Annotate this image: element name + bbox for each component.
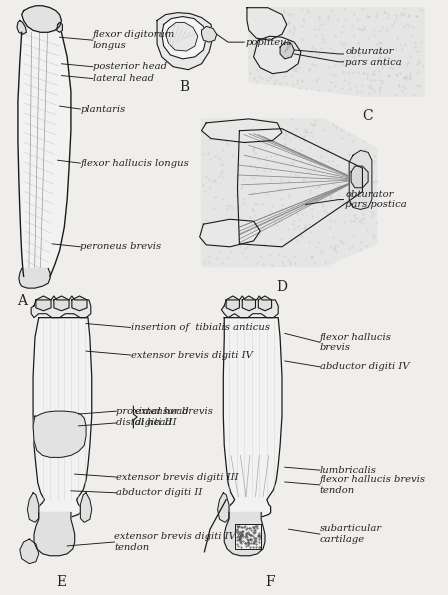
Text: popliteus: popliteus bbox=[246, 37, 293, 46]
Text: D: D bbox=[276, 280, 288, 295]
Polygon shape bbox=[19, 268, 50, 288]
Text: flexor hallucis brevis
tendon: flexor hallucis brevis tendon bbox=[320, 475, 426, 494]
Polygon shape bbox=[223, 318, 282, 519]
Text: proximal head: proximal head bbox=[116, 406, 189, 416]
Polygon shape bbox=[33, 411, 86, 458]
Polygon shape bbox=[247, 8, 287, 40]
Polygon shape bbox=[254, 36, 301, 74]
Polygon shape bbox=[57, 23, 62, 32]
Polygon shape bbox=[72, 296, 87, 311]
Text: plantaris: plantaris bbox=[80, 105, 125, 114]
Polygon shape bbox=[22, 6, 61, 32]
Text: flexor digitorum
longus: flexor digitorum longus bbox=[93, 30, 175, 50]
Polygon shape bbox=[33, 318, 92, 519]
Text: F: F bbox=[265, 575, 275, 590]
Text: C: C bbox=[362, 109, 372, 123]
Text: insertion of  tibialis anticus: insertion of tibialis anticus bbox=[130, 323, 270, 332]
Text: flexor hallucis
brevis: flexor hallucis brevis bbox=[320, 333, 392, 352]
Polygon shape bbox=[166, 23, 198, 51]
Text: peroneus brevis: peroneus brevis bbox=[80, 242, 162, 251]
Text: flexor hallucis longus: flexor hallucis longus bbox=[80, 159, 189, 168]
Polygon shape bbox=[351, 166, 368, 188]
Text: extensor brevis
digiti III: extensor brevis digiti III bbox=[135, 408, 213, 427]
Polygon shape bbox=[242, 296, 255, 311]
Polygon shape bbox=[17, 20, 26, 35]
Text: lateral head: lateral head bbox=[93, 74, 154, 83]
Polygon shape bbox=[18, 32, 71, 276]
Text: distal head: distal head bbox=[116, 418, 172, 427]
Polygon shape bbox=[235, 524, 261, 549]
Polygon shape bbox=[202, 119, 377, 267]
Text: B: B bbox=[180, 80, 190, 93]
Polygon shape bbox=[258, 296, 271, 311]
Text: abductor digiti IV: abductor digiti IV bbox=[320, 362, 409, 371]
Polygon shape bbox=[162, 17, 206, 59]
Polygon shape bbox=[202, 26, 217, 42]
Polygon shape bbox=[34, 512, 75, 556]
Text: posterior head: posterior head bbox=[93, 62, 167, 71]
Polygon shape bbox=[349, 151, 372, 209]
Polygon shape bbox=[202, 119, 282, 142]
Polygon shape bbox=[157, 12, 213, 70]
Polygon shape bbox=[54, 296, 69, 311]
Polygon shape bbox=[31, 296, 91, 318]
Polygon shape bbox=[20, 539, 39, 563]
Polygon shape bbox=[226, 296, 239, 311]
Text: lumbricalis: lumbricalis bbox=[320, 466, 377, 475]
Polygon shape bbox=[218, 493, 229, 522]
Polygon shape bbox=[249, 8, 424, 96]
Polygon shape bbox=[200, 219, 260, 247]
Text: abductor digiti II: abductor digiti II bbox=[116, 488, 203, 497]
Text: extensor brevis digiti III: extensor brevis digiti III bbox=[116, 472, 239, 481]
Polygon shape bbox=[221, 296, 278, 318]
Polygon shape bbox=[224, 512, 265, 556]
Text: obturator
pars postica: obturator pars postica bbox=[345, 190, 407, 209]
Polygon shape bbox=[36, 296, 51, 311]
Text: extensor brevis digiti IV
tendon: extensor brevis digiti IV tendon bbox=[114, 533, 237, 552]
Text: E: E bbox=[56, 575, 66, 590]
Text: obturator
pars antica: obturator pars antica bbox=[345, 47, 402, 67]
Polygon shape bbox=[27, 493, 39, 522]
Polygon shape bbox=[280, 42, 294, 59]
Text: extensor brevis digiti IV: extensor brevis digiti IV bbox=[130, 350, 252, 359]
Polygon shape bbox=[80, 493, 92, 522]
Text: A: A bbox=[17, 294, 27, 308]
Text: subarticular
cartilage: subarticular cartilage bbox=[320, 524, 382, 544]
